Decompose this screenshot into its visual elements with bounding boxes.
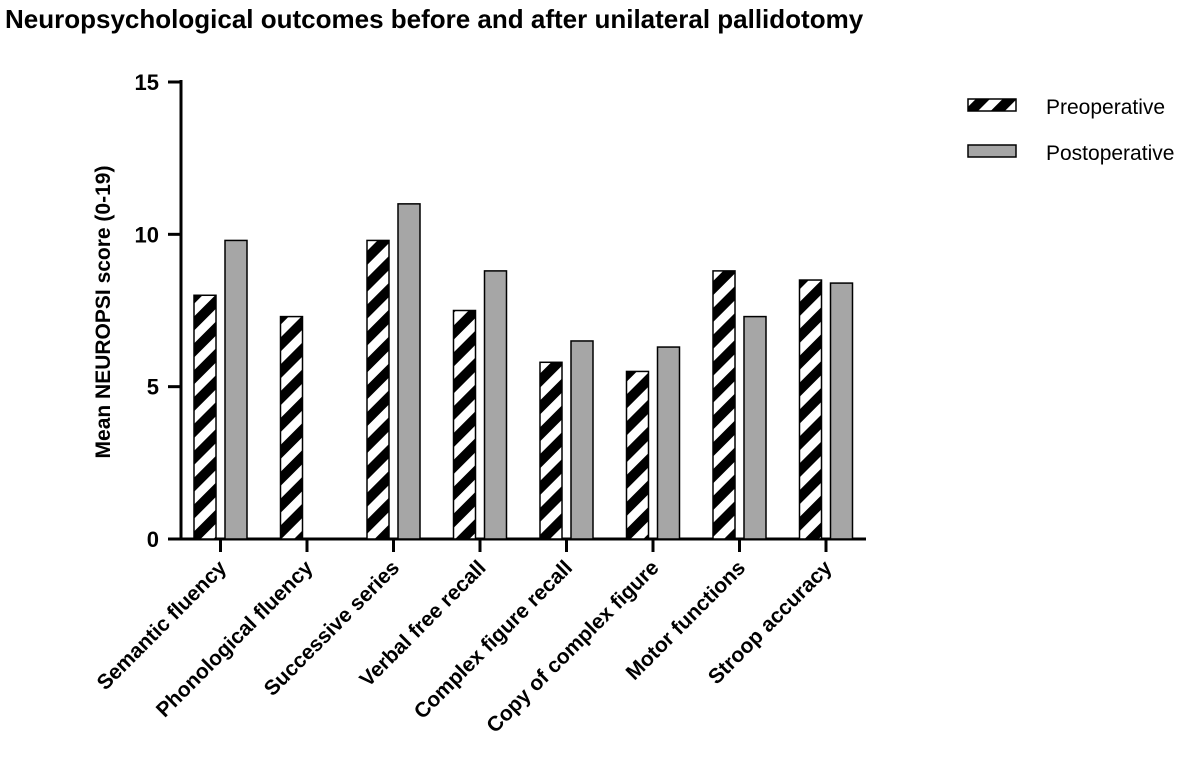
bars bbox=[193, 203, 854, 540]
bar-postoperative bbox=[656, 346, 681, 540]
bar-preoperative bbox=[798, 279, 823, 540]
bar-postoperative bbox=[397, 203, 421, 540]
chart-title: Neuropsychological outcomes before and a… bbox=[5, 4, 864, 34]
x-tick-label: Complex figure recall bbox=[410, 556, 577, 723]
y-tick-label: 5 bbox=[147, 375, 159, 400]
legend-label-preoperative: Preoperative bbox=[1046, 96, 1165, 119]
y-axis-label: Mean NEUROPSI score (0-19) bbox=[92, 166, 115, 459]
x-tick-label: Phonological fluency bbox=[152, 556, 318, 722]
legend-swatch-preoperative bbox=[967, 98, 1017, 112]
bar-preoperative bbox=[712, 270, 736, 540]
y-tick-label: 0 bbox=[147, 527, 159, 552]
bar-preoperative bbox=[366, 239, 390, 540]
bar-preoperative bbox=[193, 294, 217, 540]
legend-label-postoperative: Postoperative bbox=[1046, 142, 1174, 165]
bar-preoperative bbox=[279, 315, 304, 540]
y-tick-label: 15 bbox=[135, 70, 159, 95]
bar-preoperative bbox=[452, 309, 477, 540]
y-ticks: 0 5 10 15 bbox=[135, 70, 181, 552]
bar-postoperative bbox=[483, 270, 508, 540]
bar-preoperative bbox=[539, 361, 563, 540]
bar-postoperative bbox=[570, 340, 594, 540]
bar-postoperative bbox=[829, 282, 854, 540]
legend-swatch-postoperative bbox=[967, 144, 1017, 158]
bar-postoperative bbox=[743, 315, 767, 540]
y-tick-label: 10 bbox=[135, 222, 159, 247]
x-tick-label: Copy of complex figure bbox=[482, 556, 663, 737]
legend: Preoperative Postoperative bbox=[967, 96, 1174, 165]
bar-preoperative bbox=[625, 370, 650, 540]
bar-postoperative bbox=[224, 239, 248, 540]
